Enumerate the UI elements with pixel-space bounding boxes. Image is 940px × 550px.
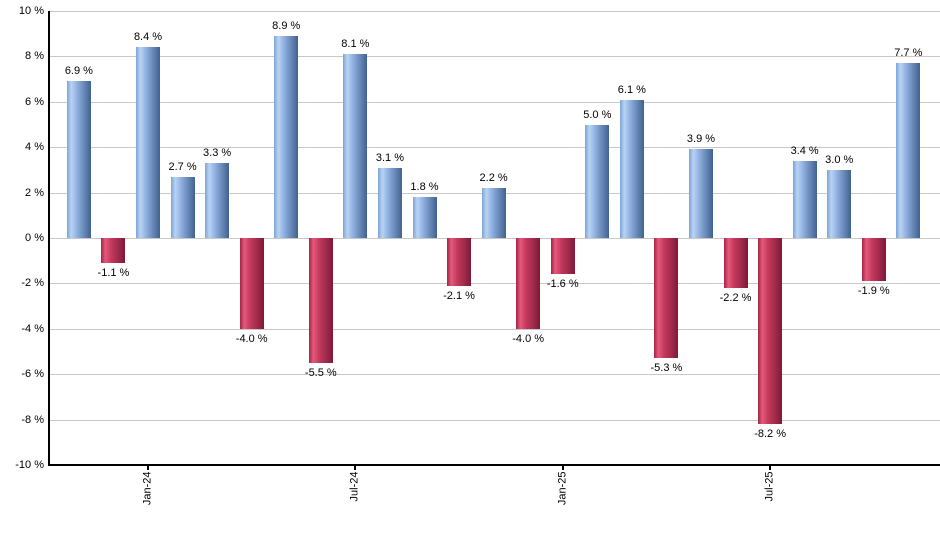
y-axis-line (48, 11, 50, 465)
negative-bar-17 (654, 238, 679, 359)
negative-bar-7 (308, 238, 333, 363)
negative-bar-19 (723, 238, 748, 288)
gridline--8 (50, 419, 940, 421)
bar-value-label-24: 7.7 % (894, 47, 923, 60)
bar-value-label-3: 2.7 % (168, 160, 197, 173)
x-tick-label-Jan-24: Jan-24 (141, 471, 154, 506)
y-tick-label-2: 2 % (25, 186, 44, 199)
positive-bar-22 (827, 169, 852, 238)
bar-value-label-9: 3.1 % (375, 151, 404, 164)
positive-bar-15 (585, 124, 610, 238)
bar-value-label-14: -1.6 % (546, 278, 579, 291)
gridline-8 (50, 56, 940, 58)
bar-value-label-22: 3.0 % (825, 153, 854, 166)
positive-bar-21 (792, 160, 817, 238)
y-tick-label-10: 10 % (18, 5, 44, 17)
y-tick-label-0: 0 % (25, 232, 44, 244)
positive-bar-9 (377, 167, 402, 238)
bar-value-label-17: -5.3 % (650, 362, 683, 375)
gridline--4 (50, 328, 940, 330)
positive-bar-10 (412, 197, 437, 238)
positive-bar-8 (343, 54, 368, 238)
positive-bar-4 (205, 163, 230, 238)
gridline-0 (50, 238, 940, 239)
positive-bar-6 (274, 35, 299, 238)
bar-value-label-19: -2.2 % (719, 291, 752, 304)
bar-value-label-21: 3.4 % (790, 144, 819, 157)
x-tick-label-Jul-24: Jul-24 (348, 471, 361, 502)
gridline--6 (50, 374, 940, 376)
bar-value-label-20: -8.2 % (754, 428, 786, 441)
bar-value-label-15: 5.0 % (583, 108, 612, 121)
x-tick-Jul-24 (354, 466, 357, 470)
positive-bar-3 (170, 176, 195, 238)
y-tick-label--8: -8 % (21, 413, 44, 426)
bar-value-label-16: 6.1 % (617, 83, 646, 96)
y-tick-label-6: 6 % (25, 95, 44, 108)
gridline-4 (50, 147, 940, 149)
bar-value-label-12: 2.2 % (479, 172, 508, 185)
negative-bar-5 (239, 238, 264, 329)
negative-bar-1 (101, 238, 126, 263)
bar-value-label-4: 3.3 % (203, 147, 232, 160)
bar-value-label-5: -4.0 % (235, 332, 268, 345)
bar-value-label-23: -1.9 % (857, 285, 890, 298)
x-tick-Jan-25 (561, 466, 564, 470)
bar-value-label-10: 1.8 % (410, 181, 439, 194)
positive-bar-0 (66, 81, 91, 238)
positive-bar-12 (481, 188, 506, 238)
x-tick-label-Jan-25: Jan-25 (556, 471, 569, 506)
bar-value-label-7: -5.5 % (304, 366, 337, 379)
negative-bar-13 (516, 238, 541, 329)
gridline-6 (50, 101, 940, 103)
bar-value-label-18: 3.9 % (686, 133, 716, 146)
positive-bar-18 (688, 149, 713, 238)
x-tick-label-Jul-25: Jul-25 (763, 471, 776, 502)
gridline-10 (50, 11, 940, 12)
positive-bar-2 (136, 47, 161, 238)
gridline--2 (50, 283, 940, 285)
bar-value-label-1: -1.1 % (97, 266, 130, 279)
y-tick-label--2: -2 % (21, 277, 44, 290)
x-tick-Jul-25 (769, 466, 772, 470)
negative-bar-11 (447, 238, 472, 286)
x-axis-line (48, 464, 940, 466)
bar-value-label-6: 8.9 % (272, 19, 301, 32)
bar-value-label-2: 8.4 % (133, 31, 163, 44)
negative-bar-20 (758, 238, 783, 425)
bar-value-label-11: -2.1 % (443, 289, 475, 302)
positive-bar-24 (896, 63, 921, 238)
x-tick-Jan-24 (147, 466, 150, 470)
positive-bar-16 (619, 99, 644, 238)
y-tick-label--4: -4 % (21, 322, 44, 335)
y-tick-label--6: -6 % (21, 368, 44, 381)
bar-value-label-0: 6.9 % (64, 65, 93, 78)
y-tick-label--10: -10 % (15, 459, 44, 471)
bar-value-label-8: 8.1 % (341, 38, 370, 51)
negative-bar-23 (861, 238, 886, 282)
negative-bar-14 (550, 238, 575, 275)
bar-value-label-13: -4.0 % (512, 332, 545, 345)
y-tick-label-4: 4 % (25, 141, 44, 154)
plot-area: 6.9 % -1.1 % 8.4 % 2.7 % 3.3 % -4.0 % 8.9 % -5.… (50, 11, 940, 465)
y-tick-label-8: 8 % (25, 50, 44, 63)
